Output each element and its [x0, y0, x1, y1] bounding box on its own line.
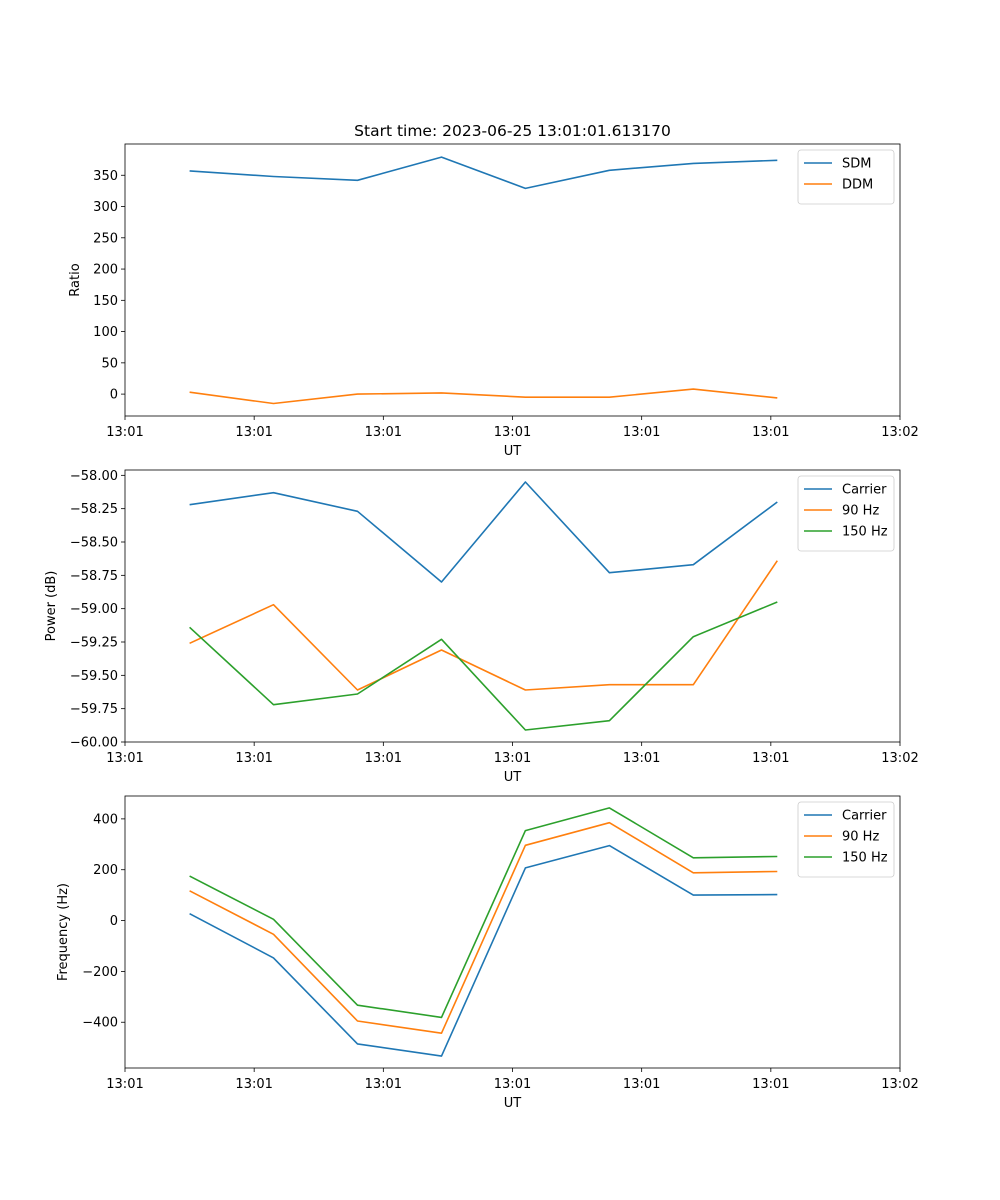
chart-panel-2: 13:01 13:01 13:01 13:01 13:01 13:01 13:02 −60.0…: [44, 469, 919, 785]
y-tick-label: 350: [93, 169, 118, 184]
series-line-150-hz: [189, 807, 778, 1019]
plot-area: [124, 795, 901, 1069]
legend-label: 150 Hz: [842, 525, 888, 540]
series-line-sdm: [189, 156, 778, 190]
y-axis-label: Frequency (Hz): [56, 883, 71, 981]
chart-panel-3: 13:01 13:01 13:01 13:01 13:01 13:01 13:02 −400 −…: [56, 795, 919, 1111]
legend-label: DDM: [842, 178, 873, 193]
y-tick-label: −59.50: [70, 669, 118, 684]
y-axis-label: Ratio: [68, 263, 83, 296]
series-line-ddm: [189, 388, 778, 405]
x-tick-label: 13:02: [881, 425, 918, 440]
y-tick-label: −58.00: [70, 469, 118, 484]
x-axis-label: UT: [504, 1096, 522, 1111]
y-tick-label: 200: [93, 863, 118, 878]
legend-label: Carrier: [842, 483, 887, 498]
x-tick-label: 13:01: [623, 425, 660, 440]
y-tick-label: −58.25: [70, 502, 118, 517]
legend-box: [797, 801, 895, 878]
series-line-150-hz: [189, 601, 778, 731]
x-tick-label: 13:01: [752, 751, 789, 766]
x-tick-label: 13:01: [365, 1077, 402, 1092]
series-line-carrier: [189, 844, 778, 1057]
legend: Carrier 90 Hz 150 Hz: [797, 475, 895, 552]
y-tick-label: 400: [93, 812, 118, 827]
y-tick-label: −60.00: [70, 736, 118, 751]
y-tick-label: 50: [101, 356, 118, 371]
x-tick-label: 13:01: [365, 751, 402, 766]
y-axis-label: Power (dB): [44, 571, 59, 642]
x-tick-label: 13:01: [752, 425, 789, 440]
y-tick-label: 300: [93, 200, 118, 215]
plot-area: [124, 469, 901, 743]
legend-label: 90 Hz: [842, 504, 879, 519]
plot-area: [124, 143, 901, 417]
figure-title: Start time: 2023-06-25 13:01:01.613170: [354, 122, 671, 140]
y-tick-label: 0: [110, 388, 118, 403]
y-tick-label: 200: [93, 263, 118, 278]
x-tick-label: 13:01: [235, 1077, 272, 1092]
y-tick-label: −400: [82, 1016, 118, 1031]
legend-label: SDM: [842, 157, 871, 172]
y-tick-label: −200: [82, 965, 118, 980]
y-tick-label: −59.00: [70, 602, 118, 617]
y-tick-label: −58.50: [70, 536, 118, 551]
series-line-90-hz: [189, 560, 778, 691]
x-tick-label: 13:01: [752, 1077, 789, 1092]
y-tick-label: −59.25: [70, 636, 118, 651]
x-tick-label: 13:01: [494, 1077, 531, 1092]
y-tick-label: 100: [93, 325, 118, 340]
y-tick-label: −58.75: [70, 569, 118, 584]
x-tick-label: 13:01: [623, 751, 660, 766]
x-axis-label: UT: [504, 444, 522, 459]
y-tick-label: 150: [93, 294, 118, 309]
x-tick-label: 13:01: [235, 751, 272, 766]
chart-panel-1: 13:01 13:01 13:01 13:01 13:01 13:01 13:02 0 50 10…: [68, 143, 919, 459]
y-tick-label: 250: [93, 231, 118, 246]
x-tick-label: 13:01: [106, 751, 143, 766]
legend-box: [797, 475, 895, 552]
x-tick-label: 13:01: [494, 751, 531, 766]
x-tick-label: 13:02: [881, 751, 918, 766]
x-tick-label: 13:01: [365, 425, 402, 440]
legend-label: 90 Hz: [842, 830, 879, 845]
series-line-90-hz: [189, 821, 778, 1034]
x-tick-label: 13:01: [235, 425, 272, 440]
x-tick-label: 13:01: [623, 1077, 660, 1092]
x-tick-label: 13:01: [106, 425, 143, 440]
x-tick-label: 13:01: [106, 1077, 143, 1092]
legend-label: 150 Hz: [842, 851, 888, 866]
x-tick-label: 13:01: [494, 425, 531, 440]
x-tick-label: 13:02: [881, 1077, 918, 1092]
y-tick-label: 0: [110, 914, 118, 929]
panels: 13:01 13:01 13:01 13:01 13:01 13:01 13:02 0 50 10…: [44, 143, 919, 1111]
y-tick-label: −59.75: [70, 702, 118, 717]
series-line-carrier: [189, 481, 778, 583]
x-axis-label: UT: [504, 770, 522, 785]
legend-label: Carrier: [842, 809, 887, 824]
legend: Carrier 90 Hz 150 Hz: [797, 801, 895, 878]
legend: SDM DDM: [797, 149, 895, 205]
